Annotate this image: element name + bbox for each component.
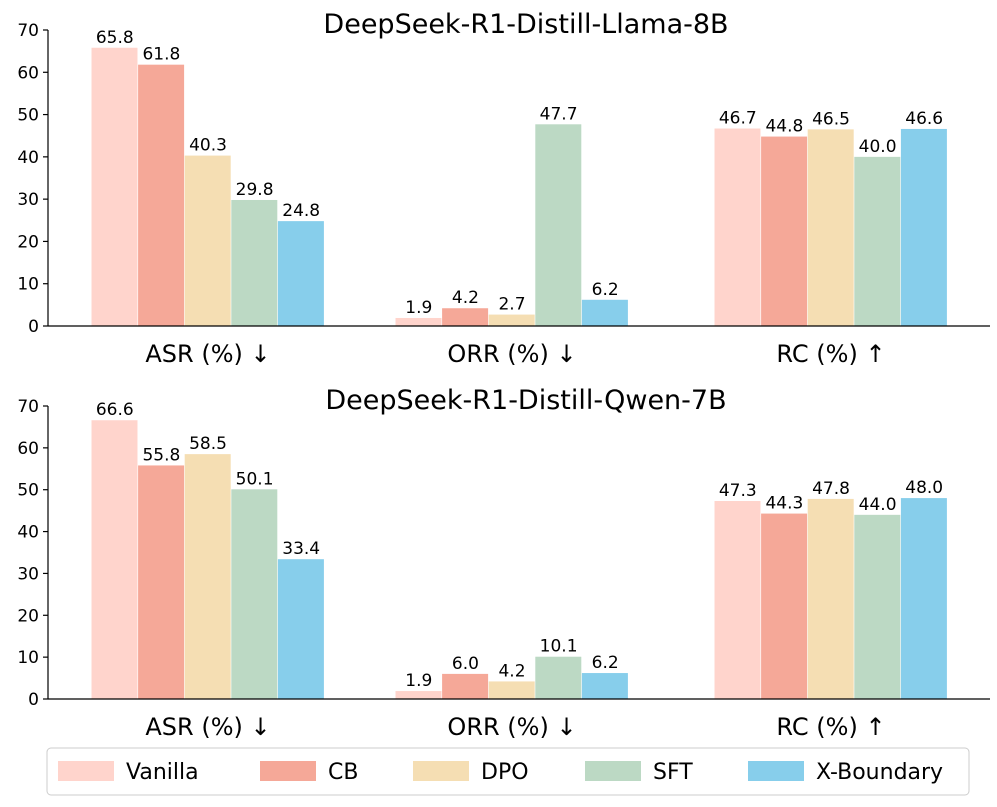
y-tick-label: 0 xyxy=(28,690,39,710)
bar-value-label: 24.8 xyxy=(282,201,320,221)
bar-sft-rc xyxy=(854,156,901,326)
bar-value-label: 65.8 xyxy=(96,28,134,48)
y-tick-label: 50 xyxy=(17,481,39,501)
bar-vanilla-orr xyxy=(395,691,442,699)
legend-swatch-x-boundary xyxy=(748,761,804,781)
bar-value-label: 61.8 xyxy=(142,45,180,65)
bar-value-label: 46.5 xyxy=(812,109,850,129)
y-tick-label: 0 xyxy=(28,317,39,337)
legend-label-vanilla: Vanilla xyxy=(126,760,199,785)
bar-value-label: 6.2 xyxy=(592,653,619,673)
legend-swatch-cb xyxy=(260,761,316,781)
bar-value-label: 47.3 xyxy=(719,481,757,501)
bar-value-label: 1.9 xyxy=(405,298,432,318)
bar-value-label: 29.8 xyxy=(236,180,274,200)
bar-value-label: 44.3 xyxy=(765,494,803,514)
bar-value-label: 6.0 xyxy=(452,654,479,674)
bar-value-label: 1.9 xyxy=(405,671,432,691)
legend-label-cb: CB xyxy=(328,760,358,785)
bar-x-boundary-asr xyxy=(277,559,324,699)
bar-value-label: 47.7 xyxy=(540,104,578,124)
chart-legend: Vanilla CB DPO SFT X-Boundary xyxy=(46,747,970,796)
bar-value-label: 6.2 xyxy=(592,280,619,300)
bar-x-boundary-rc xyxy=(900,498,947,699)
y-tick-label: 40 xyxy=(17,148,39,168)
y-tick-label: 40 xyxy=(17,523,39,543)
chart-panel-2: DeepSeek-R1-Distill-Qwen-7B 0 10 20 30 40 50 60… xyxy=(17,385,990,741)
y-tick-label: 30 xyxy=(17,190,39,210)
bar-cb-orr xyxy=(442,673,489,699)
bar-value-label: 2.7 xyxy=(498,295,525,315)
bar-x-boundary-rc xyxy=(900,128,947,326)
bar-value-label: 46.6 xyxy=(905,109,943,129)
bar-value-label: 55.8 xyxy=(142,445,180,465)
bar-cb-asr xyxy=(138,465,185,699)
bar-sft-orr xyxy=(535,124,582,326)
legend-frame xyxy=(46,747,970,796)
category-label: ASR (%) ↓ xyxy=(145,340,270,368)
bar-vanilla-asr xyxy=(91,420,138,699)
legend-label-x-boundary: X-Boundary xyxy=(816,760,943,785)
bar-sft-orr xyxy=(535,656,582,699)
bar-value-label: 48.0 xyxy=(905,478,943,498)
bar-value-label: 58.5 xyxy=(189,434,227,454)
y-tick-label: 70 xyxy=(17,397,39,417)
bar-dpo-orr xyxy=(488,314,535,326)
y-tick-label: 50 xyxy=(17,106,39,126)
bar-sft-asr xyxy=(231,489,278,699)
bar-value-label: 46.7 xyxy=(719,109,757,129)
bar-sft-rc xyxy=(854,514,901,699)
bar-value-label: 4.2 xyxy=(498,661,525,681)
legend-swatch-vanilla xyxy=(58,761,114,781)
bar-x-boundary-orr xyxy=(581,673,628,699)
bar-value-label: 66.6 xyxy=(96,400,134,420)
category-label: RC (%) ↑ xyxy=(776,340,885,368)
chart-panel-1: DeepSeek-R1-Distill-Llama-8B 0 10 20 30 40 50 6… xyxy=(17,9,990,368)
category-label: ORR (%) ↓ xyxy=(447,340,576,368)
bar-cb-rc xyxy=(761,513,808,699)
bar-dpo-asr xyxy=(184,454,231,699)
bar-value-label: 44.0 xyxy=(859,495,897,515)
bar-vanilla-orr xyxy=(395,317,442,326)
y-tick-label: 30 xyxy=(17,564,39,584)
bar-dpo-rc xyxy=(807,129,854,326)
bar-vanilla-asr xyxy=(91,47,138,326)
legend-swatch-sft xyxy=(585,761,641,781)
bar-x-boundary-orr xyxy=(581,299,628,326)
bar-vanilla-rc xyxy=(714,501,761,699)
y-tick-label: 20 xyxy=(17,606,39,626)
category-label: ASR (%) ↓ xyxy=(145,713,270,741)
chart-title: DeepSeek-R1-Distill-Qwen-7B xyxy=(325,385,726,416)
y-tick-label: 60 xyxy=(17,63,39,83)
bar-dpo-rc xyxy=(807,498,854,699)
bar-dpo-asr xyxy=(184,155,231,326)
legend-label-dpo: DPO xyxy=(481,760,529,785)
bar-cb-asr xyxy=(138,64,185,326)
bar-value-label: 44.8 xyxy=(765,117,803,137)
bar-value-label: 50.1 xyxy=(236,469,274,489)
y-tick-label: 10 xyxy=(17,648,39,668)
bar-value-label: 4.2 xyxy=(452,288,479,308)
bar-cb-rc xyxy=(761,136,808,326)
legend-label-sft: SFT xyxy=(653,760,693,785)
y-tick-label: 70 xyxy=(17,21,39,41)
bar-value-label: 10.1 xyxy=(540,637,578,657)
bar-dpo-orr xyxy=(488,681,535,699)
bar-value-label: 33.4 xyxy=(282,539,320,559)
category-label: ORR (%) ↓ xyxy=(447,713,576,741)
chart-title: DeepSeek-R1-Distill-Llama-8B xyxy=(323,9,728,40)
bar-cb-orr xyxy=(442,308,489,326)
bar-value-label: 47.8 xyxy=(812,479,850,499)
y-tick-label: 60 xyxy=(17,439,39,459)
bar-value-label: 40.0 xyxy=(859,137,897,157)
bar-sft-asr xyxy=(231,199,278,326)
category-label: RC (%) ↑ xyxy=(776,713,885,741)
bar-vanilla-rc xyxy=(714,128,761,326)
y-tick-label: 20 xyxy=(17,232,39,252)
bar-x-boundary-asr xyxy=(277,221,324,326)
y-tick-label: 10 xyxy=(17,275,39,295)
bar-value-label: 40.3 xyxy=(189,136,227,156)
legend-swatch-dpo xyxy=(413,761,469,781)
